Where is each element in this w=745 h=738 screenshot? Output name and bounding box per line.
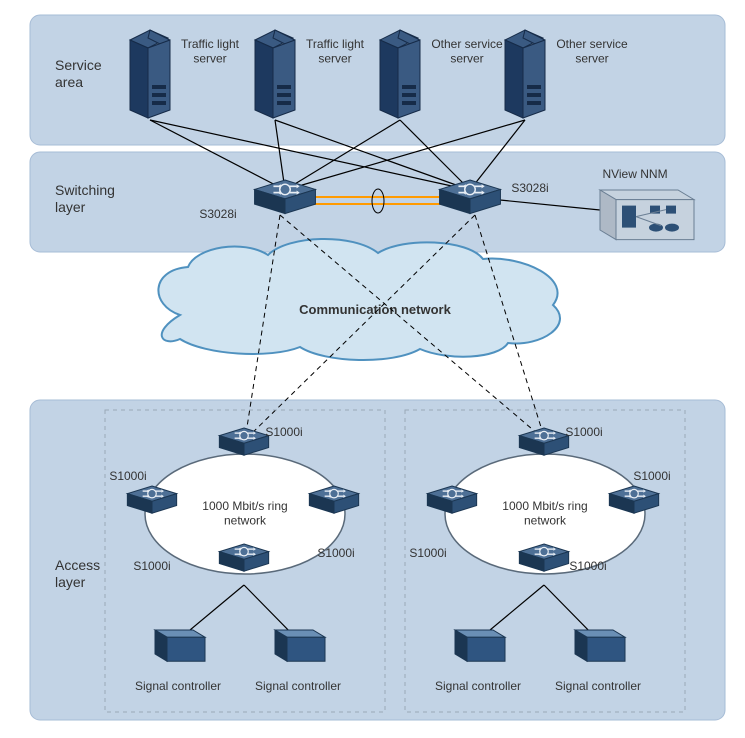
svg-text:Communication network: Communication network <box>299 302 451 317</box>
server-icon <box>130 30 170 118</box>
svg-text:S1000i: S1000i <box>569 559 606 573</box>
controller-icon <box>455 630 505 661</box>
svg-text:S3028i: S3028i <box>199 207 236 221</box>
server-icon <box>505 30 545 118</box>
svg-text:S1000i: S1000i <box>317 546 354 560</box>
svg-text:S1000i: S1000i <box>565 425 602 439</box>
svg-text:S1000i: S1000i <box>409 546 446 560</box>
svg-text:S1000i: S1000i <box>109 469 146 483</box>
nnm-icon <box>600 190 694 240</box>
controller-icon <box>275 630 325 661</box>
controller-icon <box>155 630 205 661</box>
svg-text:Signal controller: Signal controller <box>255 679 341 693</box>
server-icon <box>255 30 295 118</box>
controller-icon <box>575 630 625 661</box>
svg-text:NView NNM: NView NNM <box>602 167 667 181</box>
svg-text:S3028i: S3028i <box>511 181 548 195</box>
svg-text:Signal controller: Signal controller <box>135 679 221 693</box>
svg-text:S1000i: S1000i <box>133 559 170 573</box>
svg-text:S1000i: S1000i <box>633 469 670 483</box>
server-icon <box>380 30 420 118</box>
svg-text:Signal controller: Signal controller <box>435 679 521 693</box>
network-diagram: ServiceareaSwitchinglayerAccesslayerComm… <box>0 0 745 738</box>
svg-text:Signal controller: Signal controller <box>555 679 641 693</box>
svg-text:S1000i: S1000i <box>265 425 302 439</box>
